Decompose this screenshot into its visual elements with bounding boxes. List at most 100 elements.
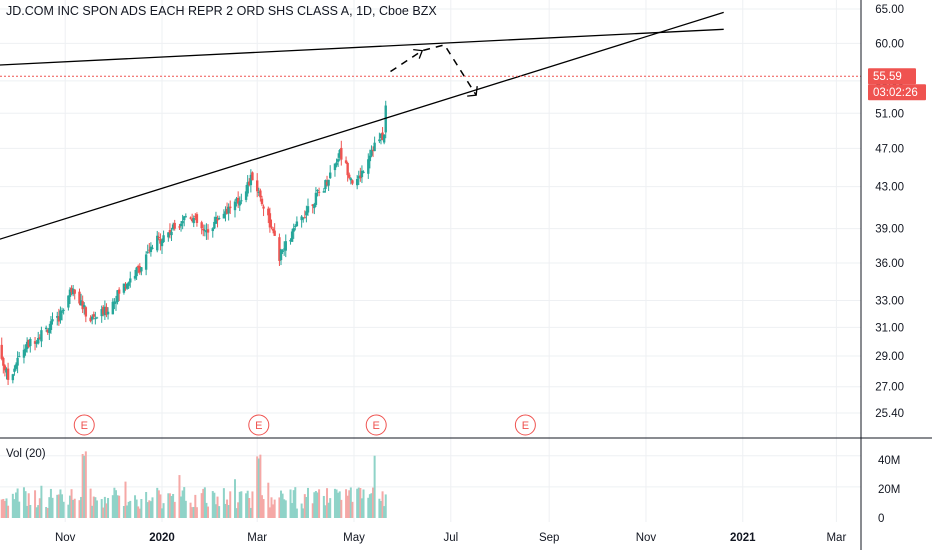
volume-bar (305, 496, 308, 518)
candle-body (48, 328, 51, 333)
candle-body (316, 189, 319, 191)
volume-bar (151, 497, 154, 518)
volume-bar (157, 490, 160, 518)
candle-body (238, 201, 241, 206)
candle-body (195, 214, 199, 223)
volume-bar (135, 499, 138, 518)
candle-body (340, 147, 343, 160)
candle-body (190, 219, 194, 222)
candle-body (192, 217, 195, 224)
volume-label: Vol (20) (6, 448, 46, 460)
candle-body (305, 211, 308, 216)
volume-bar (372, 487, 375, 518)
volume-bar (303, 494, 306, 518)
volume-bar (335, 489, 338, 518)
candle-body (371, 149, 375, 151)
volume-bar (200, 493, 203, 518)
candle-body (151, 247, 154, 249)
candle-body (148, 249, 151, 251)
candle-body (351, 180, 354, 184)
volume-bar (95, 500, 98, 518)
candles (0, 100, 387, 385)
volume-bar (345, 489, 348, 518)
price-tick: 33.00 (875, 295, 904, 307)
candle-body (35, 342, 38, 344)
candle-body (359, 175, 362, 179)
candle-body (138, 266, 141, 273)
volume-bar (56, 494, 59, 518)
trendline-upper (0, 28, 724, 66)
candle-body (336, 159, 340, 162)
candle-body (362, 171, 365, 173)
volume-bar (224, 503, 227, 518)
candle-body (178, 226, 181, 228)
candle-body (357, 176, 360, 179)
time-tick: 2020 (149, 532, 175, 544)
candle-body (379, 133, 383, 139)
candle-body (279, 249, 283, 261)
volume-bar (38, 498, 41, 518)
earnings-marker (514, 414, 536, 436)
volume-bar (233, 479, 236, 518)
candle-body (295, 221, 299, 227)
volume-bar (214, 504, 217, 518)
candle-body (160, 240, 164, 247)
candle-body (135, 267, 138, 277)
candle-body (94, 318, 97, 320)
candle-body (71, 288, 75, 295)
price-tick: 31.00 (875, 322, 904, 334)
volume-bar (68, 495, 71, 518)
candle-body (33, 341, 37, 344)
volume-bar (159, 494, 162, 518)
earnings-marker-label: E (522, 420, 529, 432)
volume-bar (138, 508, 141, 518)
volume-bar (145, 491, 148, 518)
volume-bar (313, 492, 316, 518)
volume-bar (67, 504, 70, 518)
volume-bar (240, 491, 243, 518)
volume-bar (105, 503, 108, 518)
volume-bar (302, 508, 305, 518)
volume-bar (80, 496, 83, 518)
volume-bar (172, 493, 175, 518)
volume-bar (280, 490, 283, 518)
candle-body (144, 254, 148, 270)
candle-body (17, 356, 21, 358)
candle-body (328, 172, 332, 179)
candle-body (114, 302, 118, 304)
volume-bar (18, 501, 21, 518)
volume-bar (0, 499, 3, 518)
volume-bar (100, 499, 103, 518)
candle-body (56, 316, 59, 318)
volume-bar (103, 496, 106, 518)
candle-body (5, 369, 8, 373)
candle-body (378, 139, 381, 142)
candle-body (73, 289, 76, 294)
volume-bar (181, 490, 184, 518)
candle-body (206, 229, 210, 233)
countdown-value: 03:02:26 (873, 87, 918, 99)
candle-body (189, 217, 192, 219)
volume-bar (322, 495, 325, 518)
volume-bar (29, 504, 32, 518)
volume-bar (248, 498, 251, 518)
candle-body (38, 337, 42, 339)
candle-body (14, 364, 18, 369)
volume-bar (267, 482, 270, 518)
candle-body (0, 344, 3, 359)
time-tick: May (343, 532, 365, 544)
candle-body (270, 226, 273, 228)
arrow-head-up (413, 48, 424, 59)
candle-body (79, 300, 83, 306)
volume-bar (338, 491, 341, 518)
volume-bar (7, 505, 10, 518)
candle-body (244, 191, 248, 200)
candle-body (338, 150, 341, 158)
candle-body (173, 222, 176, 229)
volume-bar (16, 488, 19, 518)
volume-bar (84, 451, 87, 518)
volume-bar (316, 492, 319, 518)
volume-bar (216, 496, 219, 518)
candle-body (105, 306, 108, 315)
